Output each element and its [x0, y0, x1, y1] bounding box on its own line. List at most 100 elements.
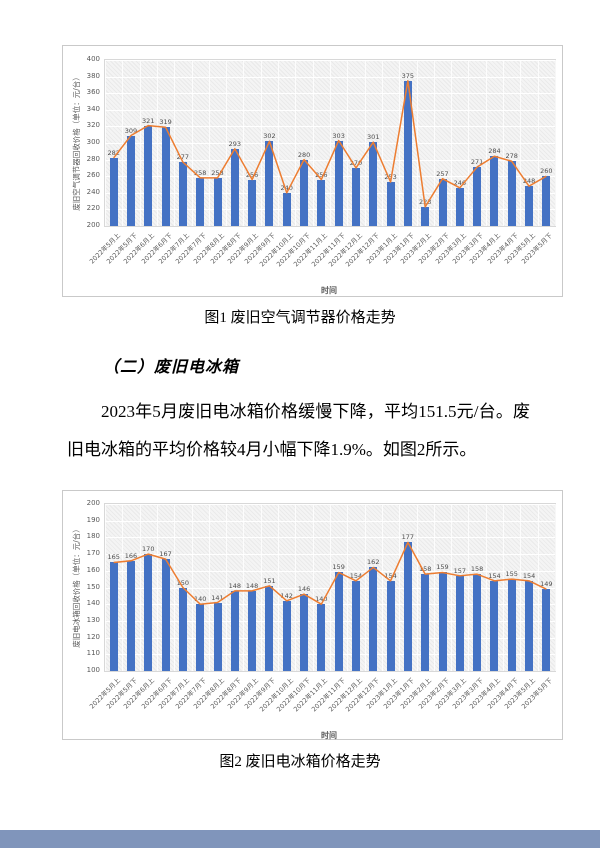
- bar-value-label: 154: [488, 571, 501, 580]
- bar: [542, 176, 551, 226]
- bottom-bar: [0, 830, 600, 848]
- bar-value-label: 177: [401, 533, 415, 542]
- body-paragraph: 2023年5月废旧电冰箱价格缓慢下降，平均151.5元/台。废旧电冰箱的平均价格…: [67, 402, 530, 459]
- y-tick-label: 200: [86, 221, 100, 229]
- bar-value-label: 159: [332, 563, 345, 572]
- bar: [438, 178, 447, 226]
- gridline: [503, 60, 505, 226]
- bar: [403, 80, 412, 226]
- bar-value-label: 155: [505, 570, 518, 579]
- bar-value-label: 321: [142, 116, 155, 125]
- gridline: [156, 60, 158, 226]
- gridline: [503, 504, 505, 671]
- bar: [438, 572, 447, 671]
- gridline: [278, 60, 280, 226]
- bar-value-label: 303: [332, 131, 345, 140]
- gridline: [520, 60, 522, 226]
- bar: [109, 157, 118, 226]
- bar: [213, 602, 222, 671]
- bar-value-label: 142: [280, 591, 293, 600]
- gridline: [433, 504, 435, 671]
- y-tick-label: 220: [86, 204, 100, 213]
- bar-value-label: 159: [436, 563, 449, 572]
- bar-value-label: 140: [193, 595, 207, 604]
- bar: [507, 161, 516, 226]
- bar: [421, 206, 430, 226]
- bar: [109, 562, 118, 671]
- gridline: [105, 504, 106, 671]
- bar-value-label: 154: [349, 571, 363, 580]
- gridline: [139, 60, 141, 226]
- bar-value-label: 278: [505, 152, 518, 161]
- bar: [525, 580, 534, 671]
- y-tick-label: 320: [86, 121, 100, 130]
- x-axis-title: 时间: [321, 731, 337, 740]
- gridline: [122, 504, 124, 671]
- bar: [351, 167, 360, 226]
- gridline: [208, 60, 210, 226]
- gridline: [295, 60, 297, 226]
- bar-value-label: 154: [384, 571, 397, 580]
- bar: [161, 127, 170, 226]
- gridline: [139, 504, 141, 671]
- bar-value-label: 271: [470, 158, 484, 167]
- y-tick-label: 240: [86, 187, 100, 196]
- gridline: [156, 504, 158, 671]
- gridline: [399, 60, 401, 226]
- bar: [369, 142, 378, 226]
- plot-area: 165 166 170 167 150 140 141 148 148 151 142 146 140 1…: [104, 503, 556, 672]
- gridline: [468, 60, 470, 226]
- air-conditioner-price-chart[interactable]: 废旧空气调节器回收价格（单位：元/台） 282 309 321 319 277 258 25…: [62, 45, 563, 297]
- bar: [317, 179, 326, 226]
- gridline: [451, 60, 453, 226]
- section-heading: （二）废旧电冰箱: [103, 359, 240, 376]
- refrigerator-price-chart[interactable]: 废旧电冰箱回收价格（单位：元/台） 165 166 170 167 150 140 141 1…: [62, 490, 563, 740]
- bar-value-label: 270: [349, 158, 363, 167]
- bar: [403, 542, 412, 671]
- bar-value-label: 302: [263, 132, 276, 141]
- bar: [300, 159, 309, 226]
- x-axis-title: 时间: [321, 286, 337, 295]
- trend-line-layer: [113, 80, 547, 208]
- bar: [334, 140, 343, 226]
- bar: [369, 567, 378, 671]
- bar-value-label: 280: [297, 150, 311, 159]
- bar: [144, 554, 153, 671]
- bar: [490, 156, 499, 226]
- y-tick-label: 300: [86, 138, 100, 146]
- y-tick-label: 120: [86, 632, 100, 641]
- y-tick-label: 360: [86, 88, 100, 97]
- y-tick-label: 180: [86, 532, 100, 541]
- bar-value-label: 165: [107, 553, 120, 562]
- gridline: [555, 60, 556, 226]
- gridline: [537, 504, 539, 671]
- trend-line: [113, 541, 547, 605]
- bar-value-label: 258: [193, 168, 207, 177]
- bar: [455, 187, 464, 226]
- bar-value-label: 253: [384, 173, 397, 181]
- bar-value-label: 149: [540, 580, 553, 589]
- bar-value-label: 162: [367, 558, 380, 567]
- y-tick-label: 200: [86, 499, 100, 507]
- bar: [282, 192, 291, 226]
- bar-value-label: 284: [488, 147, 501, 156]
- gridline: [433, 60, 435, 226]
- bar-value-label: 140: [315, 595, 328, 604]
- bar-value-label: 260: [540, 167, 553, 176]
- gridline: [537, 60, 539, 226]
- bar: [473, 574, 482, 671]
- bar: [126, 135, 135, 226]
- bar: [507, 579, 516, 671]
- gridline: [347, 504, 349, 671]
- bar: [317, 604, 326, 671]
- bar-value-label: 248: [522, 177, 536, 186]
- bar: [248, 590, 257, 671]
- bar: [196, 604, 205, 671]
- bar: [421, 574, 430, 671]
- bar-value-label: 170: [142, 545, 155, 554]
- bar: [525, 186, 534, 226]
- y-tick-label: 340: [86, 104, 100, 113]
- bar-value-label: 375: [401, 71, 415, 80]
- y-tick-label: 260: [86, 171, 100, 180]
- bar-value-label: 256: [315, 170, 328, 179]
